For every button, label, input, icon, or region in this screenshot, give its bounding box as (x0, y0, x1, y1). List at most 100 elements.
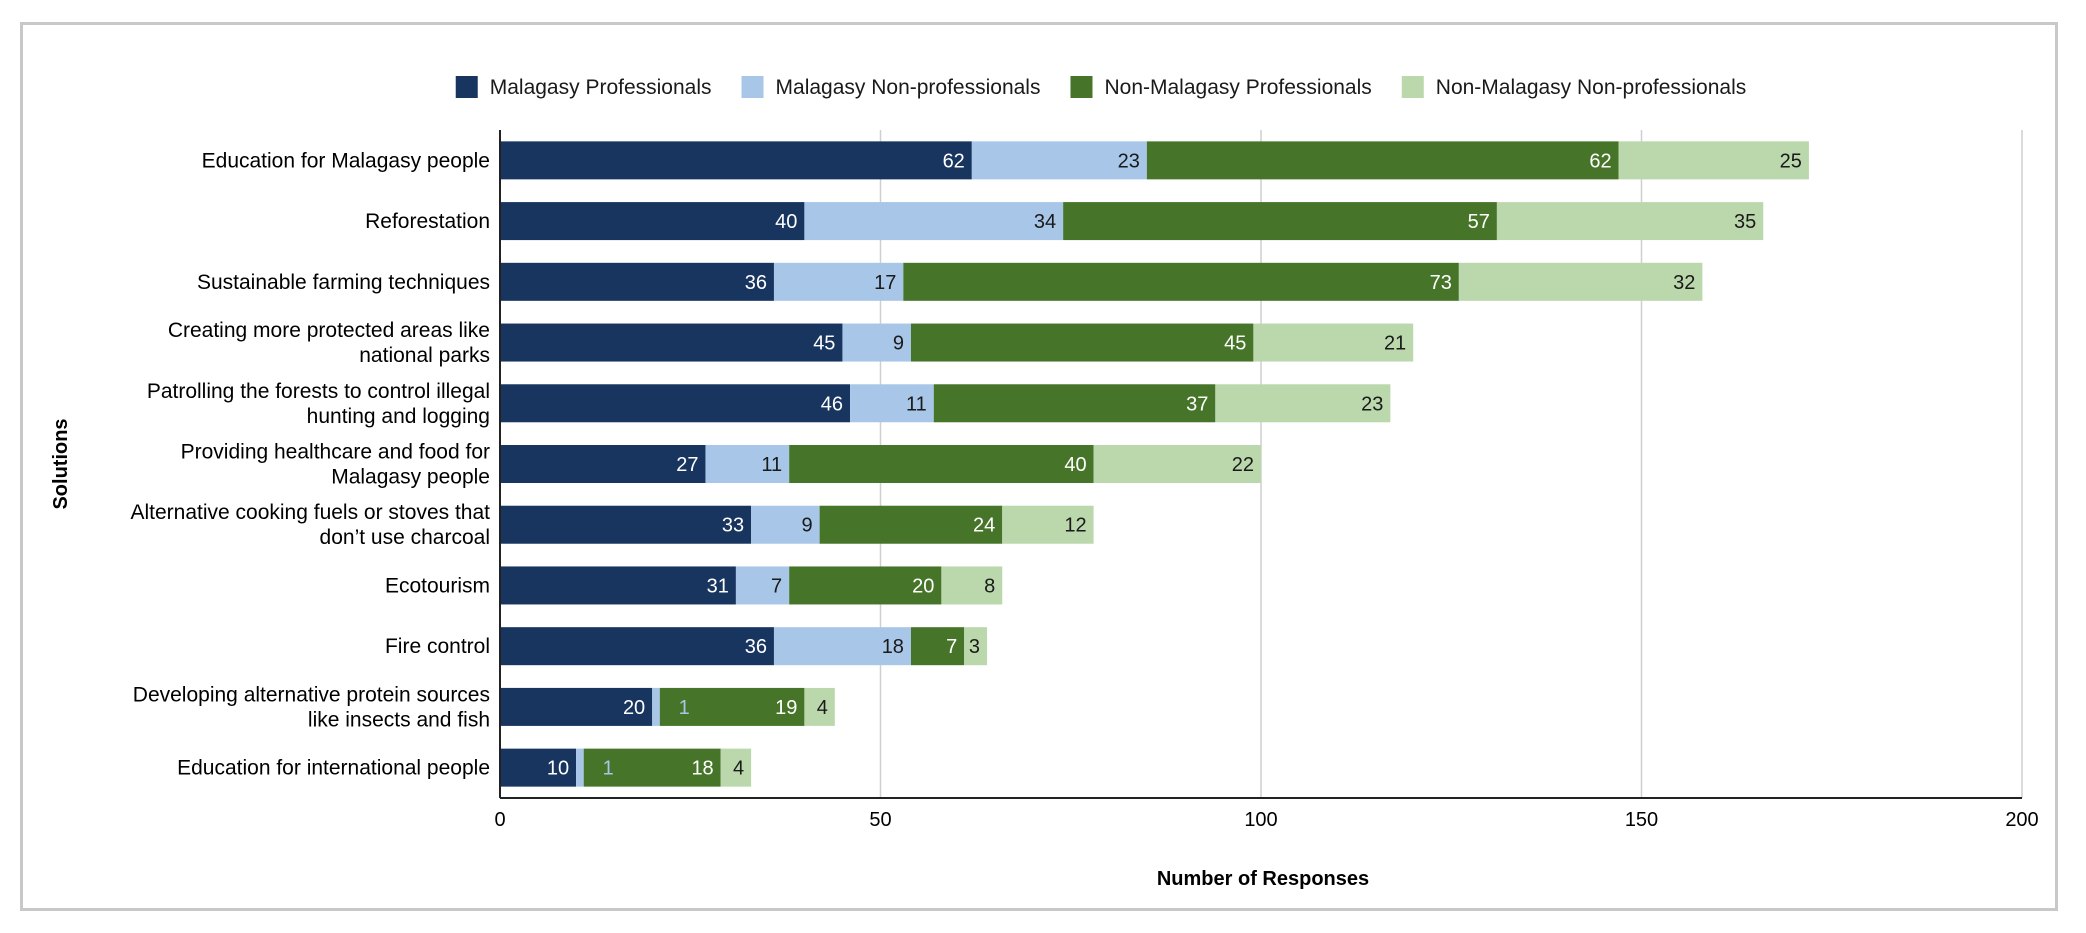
data-label: 20 (623, 697, 645, 719)
data-label: 18 (691, 758, 713, 780)
stacked-bar-chart: Malagasy Professionals Malagasy Non-profe… (50, 76, 2039, 890)
data-label: 34 (1034, 211, 1056, 233)
data-label: 4 (817, 697, 828, 719)
category-label: Creating more protected areas like (168, 319, 490, 342)
data-label: 31 (707, 575, 729, 597)
data-label: 36 (745, 272, 767, 294)
bar-segment (941, 566, 1003, 605)
category-label: Sustainable farming techniques (197, 271, 490, 294)
bar-segment (500, 505, 752, 544)
category-label: don’t use charcoal (320, 526, 490, 549)
category-label: Patrolling the forests to control illega… (147, 380, 490, 403)
data-label: 20 (912, 575, 934, 597)
bar-segment (842, 323, 911, 362)
data-label: 19 (775, 697, 797, 719)
data-label: 27 (676, 454, 698, 476)
category-label: Developing alternative protein sources (133, 683, 490, 706)
bar-segment (735, 566, 790, 605)
data-label: 23 (1361, 393, 1383, 415)
bar-segment (705, 445, 790, 483)
bar-segment (1496, 202, 1764, 241)
bar-segment (773, 262, 904, 301)
data-label: 36 (745, 636, 767, 658)
data-label: 24 (973, 515, 995, 537)
data-label: 62 (1589, 150, 1611, 172)
bar-segment (1146, 141, 1619, 180)
bar-segment (804, 687, 835, 726)
data-label: 18 (882, 636, 904, 658)
bar-segment (933, 384, 1216, 423)
category-label: Providing healthcare and food for (181, 441, 490, 464)
data-label: 32 (1673, 272, 1695, 294)
x-tick-label: 100 (1244, 809, 1277, 831)
bar-segment (850, 384, 934, 423)
axes: 0 50 100 150 200 (494, 130, 2039, 831)
bar-segment (1002, 505, 1094, 544)
data-label: 11 (906, 393, 927, 415)
data-label: 7 (946, 636, 957, 658)
data-label: 57 (1468, 211, 1490, 233)
bar-segment (500, 262, 774, 301)
data-label: 23 (1118, 150, 1140, 172)
data-label: 62 (943, 150, 965, 172)
category-label: Malagasy people (331, 466, 490, 489)
data-label: 17 (874, 272, 896, 294)
category-label: Reforestation (365, 210, 490, 233)
category-label: Education for international people (177, 757, 490, 780)
bar-segment (576, 748, 584, 787)
legend-item: Non-Malagasy Non-professionals (1401, 76, 1746, 99)
data-label: 40 (775, 211, 797, 233)
data-label: 46 (821, 393, 843, 415)
bars (500, 141, 1809, 787)
bar-segment (500, 566, 736, 605)
legend-label: Non-Malagasy Non-professionals (1436, 76, 1746, 99)
x-tick-label: 50 (869, 809, 891, 831)
data-label: 1 (679, 697, 690, 719)
bar-segment (819, 505, 1003, 544)
data-label: 45 (1224, 333, 1246, 355)
bar-segment (1618, 141, 1809, 180)
legend-label: Malagasy Non-professionals (776, 76, 1041, 99)
x-tick-label: 0 (494, 809, 505, 831)
category-label: national parks (359, 344, 490, 367)
data-label: 33 (722, 515, 744, 537)
category-label: hunting and logging (307, 405, 490, 428)
data-label: 7 (771, 575, 782, 597)
data-label: 35 (1734, 211, 1756, 233)
data-label: 25 (1780, 150, 1802, 172)
category-label: Alternative cooking fuels or stoves that (130, 501, 490, 524)
bar-segment (583, 748, 721, 787)
bar-segment (720, 748, 752, 787)
legend-item: Malagasy Non-professionals (741, 76, 1041, 99)
legend: Malagasy Professionals Malagasy Non-profe… (455, 76, 1746, 99)
legend-swatch (455, 76, 478, 98)
bar-segment (964, 627, 988, 666)
category-label: Education for Malagasy people (202, 149, 490, 172)
bar-segment (500, 141, 972, 180)
data-label: 21 (1384, 333, 1406, 355)
bar-segment (1253, 323, 1414, 362)
bar-segment (910, 627, 965, 666)
data-label: 11 (761, 454, 782, 476)
bar-segment (903, 262, 1459, 301)
category-labels: Education for Malagasy people Reforestati… (130, 149, 490, 779)
data-label: 45 (813, 333, 835, 355)
bar-segment (500, 445, 706, 483)
y-axis-title: Solutions (50, 418, 72, 509)
legend-item: Malagasy Professionals (455, 76, 712, 99)
bar-segment (500, 384, 851, 423)
bar-segment (659, 687, 805, 726)
bar-segment (773, 627, 911, 666)
bar-segment (971, 141, 1147, 180)
data-label: 9 (801, 515, 812, 537)
bar-segment (910, 323, 1254, 362)
legend-swatch (1401, 76, 1424, 98)
bar-segment (751, 505, 820, 544)
data-label: 9 (893, 333, 904, 355)
data-label: 37 (1186, 393, 1208, 415)
data-label: 1 (603, 758, 614, 780)
data-label: 22 (1232, 454, 1254, 476)
bar-segment (1093, 445, 1261, 483)
data-label: 73 (1430, 272, 1452, 294)
